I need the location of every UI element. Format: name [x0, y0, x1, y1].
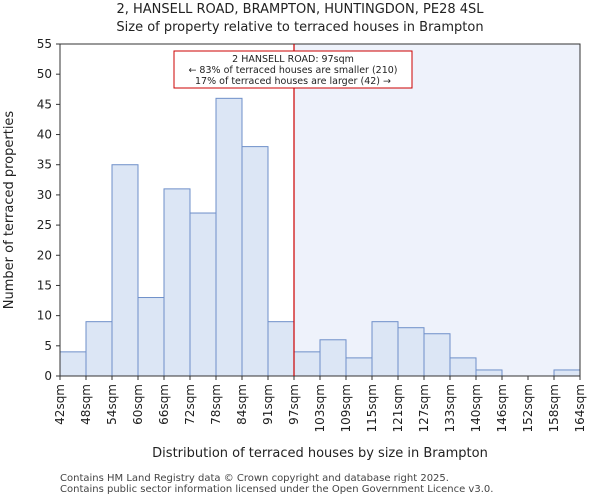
bar-97sqm [293, 351, 321, 377]
chart-subtitle: Size of property relative to terraced ho… [116, 20, 484, 35]
x-tick-label: 146sqm [495, 384, 509, 432]
y-tick-label: 45 [37, 97, 52, 111]
x-tick-label: 127sqm [417, 384, 431, 432]
y-tick-label: 5 [44, 339, 52, 353]
x-tick-label: 66sqm [157, 384, 171, 425]
annotation-line-1: 2 HANSELL ROAD: 97sqm [232, 54, 354, 65]
y-axis-label: Number of terraced properties [2, 111, 17, 310]
bar-140sqm [475, 369, 503, 377]
y-tick-label: 15 [37, 278, 52, 292]
y-tick-label: 55 [37, 37, 52, 51]
bar-115sqm [371, 321, 399, 377]
x-tick-label: 42sqm [53, 384, 67, 425]
bar-109sqm [345, 357, 373, 377]
bar-121sqm [397, 327, 425, 377]
x-tick-label: 78sqm [209, 384, 223, 425]
bar-91sqm [267, 321, 295, 377]
bar-60sqm [137, 297, 165, 377]
y-tick-label: 25 [37, 218, 52, 232]
footer-line-1: Contains HM Land Registry data © Crown c… [60, 473, 449, 484]
bar-48sqm [85, 321, 113, 377]
x-tick-label: 48sqm [79, 384, 93, 425]
x-tick-label: 60sqm [131, 384, 145, 425]
bar-54sqm [111, 164, 139, 377]
annotation-line-2: ← 83% of terraced houses are smaller (21… [188, 65, 397, 76]
x-tick-label: 54sqm [105, 384, 119, 425]
x-tick-label: 115sqm [365, 384, 379, 432]
y-tick-label: 20 [37, 248, 52, 262]
x-tick-label: 72sqm [183, 384, 197, 425]
annotation-line-3: 17% of terraced houses are larger (42) → [195, 76, 391, 87]
x-tick-label: 84sqm [235, 384, 249, 425]
bar-72sqm [189, 212, 217, 377]
x-tick-label: 152sqm [521, 384, 535, 432]
x-axis-label: Distribution of terraced houses by size … [152, 446, 488, 461]
x-tick-label: 158sqm [547, 384, 561, 432]
footer-line-2: Contains public sector information licen… [60, 484, 494, 495]
x-tick-label: 91sqm [261, 384, 275, 425]
annotation-box [173, 50, 413, 89]
x-tick-label: 121sqm [391, 384, 405, 432]
chart-title: 2, HANSELL ROAD, BRAMPTON, HUNTINGDON, P… [116, 2, 484, 17]
bar-66sqm [163, 188, 191, 377]
y-tick-label: 10 [37, 309, 52, 323]
y-tick-label: 40 [37, 128, 52, 142]
bar-42sqm [59, 351, 87, 377]
bar-133sqm [449, 357, 477, 377]
bar-78sqm [215, 97, 243, 377]
y-tick-label: 35 [37, 158, 52, 172]
y-tick-label: 50 [37, 67, 52, 81]
bar-127sqm [423, 333, 451, 377]
bar-103sqm [319, 339, 347, 377]
bar-84sqm [241, 146, 269, 377]
x-tick-label: 103sqm [313, 384, 327, 432]
highlight-region [294, 44, 580, 376]
x-tick-label: 140sqm [469, 384, 483, 432]
y-tick-label: 30 [37, 188, 52, 202]
x-tick-label: 164sqm [573, 384, 587, 432]
x-tick-label: 133sqm [443, 384, 457, 432]
x-tick-label: 109sqm [339, 384, 353, 432]
x-tick-label: 97sqm [287, 384, 301, 425]
y-tick-label: 0 [44, 369, 52, 383]
bar-158sqm [553, 369, 581, 377]
